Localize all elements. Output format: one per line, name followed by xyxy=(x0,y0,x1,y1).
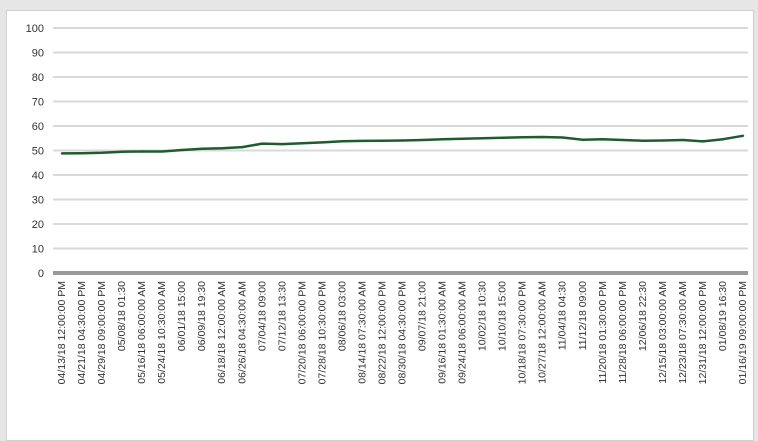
data-point xyxy=(681,138,685,142)
y-tick-label: 50 xyxy=(32,146,44,158)
x-tick-label: 10/02/18 10:30 xyxy=(477,281,489,351)
x-tick-label: 08/22/18 12:00:00 PM xyxy=(376,281,388,384)
x-tick-label: 10/18/18 07:30:00 PM xyxy=(517,281,529,384)
y-tick-label: 10 xyxy=(32,244,44,256)
data-point xyxy=(140,150,144,153)
y-tick-label: 40 xyxy=(32,170,44,182)
data-point xyxy=(501,136,504,139)
data-point xyxy=(741,134,745,137)
data-point xyxy=(241,145,244,149)
x-tick-label: 08/14/18 07:30:00 AM xyxy=(356,281,368,384)
x-tick-label: 12/31/18 12:00:00 PM xyxy=(697,281,709,384)
x-tick-label: 05/08/18 01:30 xyxy=(116,281,128,351)
y-tick-label: 20 xyxy=(32,219,44,231)
y-tick-label: 80 xyxy=(32,72,44,84)
data-point xyxy=(701,140,705,143)
y-tick-label: 60 xyxy=(32,121,44,133)
data-point xyxy=(581,138,584,141)
x-tick-label: 01/08/19 16:30 xyxy=(717,281,729,351)
x-tick-label: 07/04/18 09:00 xyxy=(256,281,268,351)
x-tick-label: 07/28/18 10:30:00 PM xyxy=(316,281,328,384)
data-point xyxy=(261,142,264,145)
x-tick-label: 12/15/18 03:00:00 AM xyxy=(657,281,669,384)
data-point xyxy=(401,139,404,142)
x-tick-label: 04/13/18 12:00:00 PM xyxy=(56,281,68,384)
x-tick-label: 07/20/18 06:00:00 PM xyxy=(296,281,308,384)
x-tick-label: 11/20/18 01:30:00 PM xyxy=(597,281,609,384)
y-tick-label: 0 xyxy=(38,268,44,280)
x-tick-label: 10/10/18 15:00 xyxy=(497,281,509,351)
x-tick-label: 04/29/18 09:00:00 PM xyxy=(96,281,108,384)
data-point xyxy=(100,151,104,154)
x-tick-label: 11/12/18 09:00 xyxy=(577,281,589,350)
data-point xyxy=(321,141,324,144)
x-tick-label: 08/30/18 04:30:00 PM xyxy=(397,281,409,384)
data-point xyxy=(120,150,124,153)
data-point xyxy=(180,148,184,152)
data-point xyxy=(641,139,645,142)
x-tick-label: 09/07/18 21:00 xyxy=(417,281,429,351)
x-tick-label: 05/24/18 10:30:00 AM xyxy=(156,281,168,384)
data-point xyxy=(461,137,464,140)
data-point xyxy=(201,147,204,150)
data-point xyxy=(281,142,284,146)
data-point xyxy=(721,138,725,141)
x-tick-label: 11/04/18 04:30 xyxy=(557,281,569,350)
x-tick-label: 07/12/18 13:30 xyxy=(276,281,288,351)
y-tick-label: 70 xyxy=(32,97,44,109)
data-point xyxy=(541,135,544,139)
x-tick-label: 11/28/18 06:00:00 PM xyxy=(617,281,629,384)
x-tick-label: 06/26/18 04:30:00 AM xyxy=(236,281,248,384)
data-point xyxy=(60,152,64,155)
x-tick-label: 08/06/18 03:00 xyxy=(336,281,348,351)
data-point xyxy=(160,150,164,153)
data-point xyxy=(221,147,224,150)
data-point xyxy=(80,151,84,155)
data-point xyxy=(601,138,604,141)
data-point xyxy=(561,136,564,139)
data-point xyxy=(421,138,424,142)
data-point xyxy=(381,139,384,142)
y-tick-label: 90 xyxy=(32,48,44,60)
x-tick-label: 12/06/18 22:30 xyxy=(637,281,649,351)
data-point xyxy=(521,136,524,139)
data-point xyxy=(661,139,665,142)
data-point xyxy=(621,138,625,142)
y-tick-label: 30 xyxy=(32,195,44,207)
data-point xyxy=(341,139,344,143)
x-tick-label: 06/18/18 12:00:00 AM xyxy=(216,281,228,384)
x-tick-label: 06/09/18 19:30 xyxy=(196,281,208,351)
x-tick-label: 04/21/18 04:30:00 PM xyxy=(76,281,88,384)
x-tick-label: 12/23/18 07:30:00 AM xyxy=(677,281,689,384)
x-tick-label: 01/16/19 09:00:00 PM xyxy=(737,281,749,384)
data-point xyxy=(441,138,444,141)
x-tick-label: 05/16/18 06:00:00 AM xyxy=(136,281,148,384)
data-point xyxy=(481,137,484,140)
x-tick-label: 10/27/18 12:00:00 AM xyxy=(537,281,549,384)
data-point xyxy=(361,139,364,143)
y-tick-label: 100 xyxy=(26,23,44,35)
x-tick-label: 06/01/18 15:00 xyxy=(176,281,188,351)
chart-frame xyxy=(6,10,754,441)
x-tick-label: 09/16/18 01:30:00 AM xyxy=(437,281,449,384)
x-tick-label: 09/24/18 06:00:00 AM xyxy=(457,281,469,384)
data-point xyxy=(301,141,304,145)
